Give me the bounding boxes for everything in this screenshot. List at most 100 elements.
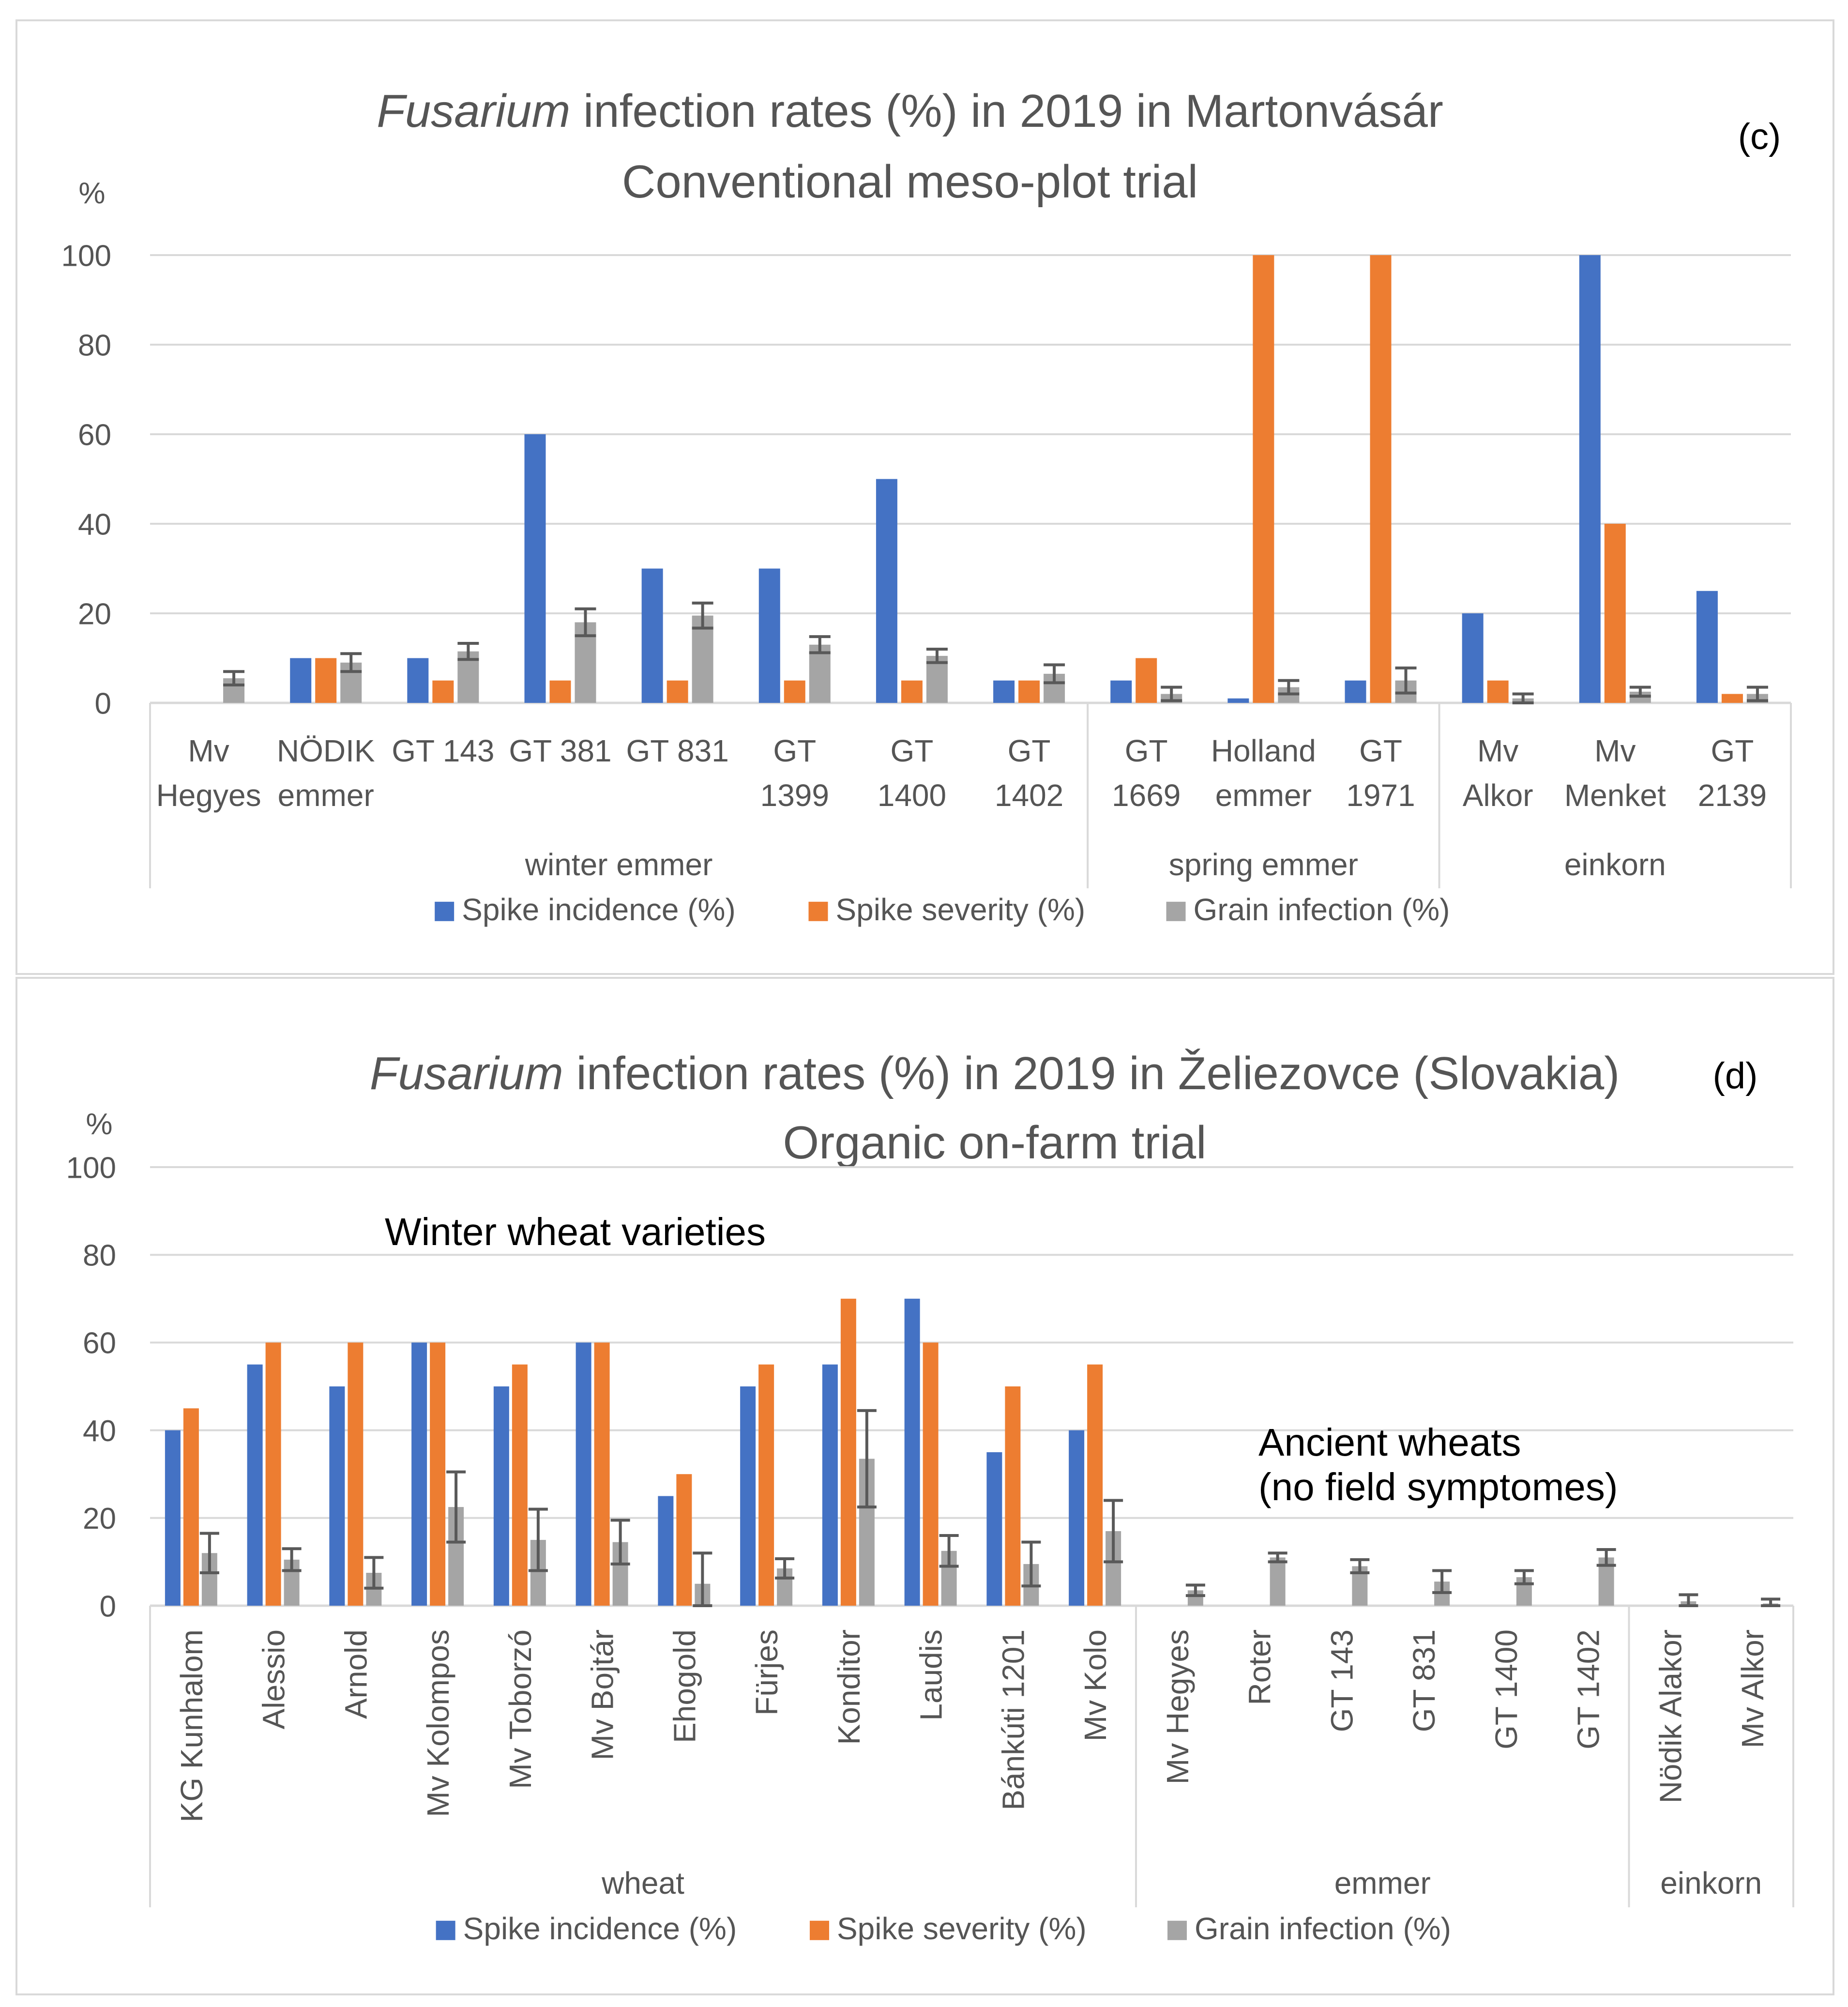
bar-spike-incidence [1110, 680, 1132, 703]
bar-spike-severity [676, 1474, 692, 1606]
x-category-line: Holland [1211, 733, 1316, 768]
bar-spike-severity [265, 1342, 281, 1606]
y-tick-label: 80 [78, 329, 111, 362]
legend-text: Spike severity (%) [835, 892, 1085, 927]
bar-spike-incidence [740, 1386, 756, 1606]
y-tick-label: 0 [100, 1590, 116, 1623]
y-tick-label: 60 [83, 1327, 116, 1360]
bar-spike-severity [1370, 255, 1392, 703]
x-category-line: GT [1711, 733, 1754, 768]
x-category-line: 1669 [1112, 778, 1181, 813]
legend-swatch [435, 901, 454, 921]
x-category-line: 1402 [995, 778, 1063, 813]
x-category-label: GT 1402 [995, 733, 1063, 813]
x-category-label: Mv Kolo [1078, 1629, 1113, 1741]
legend-d: Spike incidence (%) Spike severity (%) Gra… [436, 1911, 1451, 1946]
bar-spike-incidence [407, 658, 429, 703]
x-category-label: Mv Alkor [1735, 1629, 1770, 1748]
bar-spike-severity [348, 1342, 364, 1606]
x-category-label: Holland emmer [1211, 733, 1316, 813]
x-category-line: GT [1125, 733, 1168, 768]
chart-annotation: Winter wheat varieties [385, 1210, 766, 1253]
x-category-label: GT 381 [509, 733, 611, 768]
bar-spike-incidence [993, 680, 1015, 703]
x-category-line: Mv [1594, 733, 1636, 768]
x-category-label: Mv Toborzó [503, 1629, 538, 1789]
x-category-label: GT 2139 [1698, 733, 1767, 813]
group-label: spring emmer [1169, 847, 1358, 882]
bar-spike-severity [758, 1364, 774, 1606]
y-tick-label: 40 [78, 508, 111, 541]
chart-panel-c: Fusarium infection rates (%) in 2019 in … [15, 19, 1834, 975]
legend-item: Grain infection (%) [1167, 1911, 1451, 1946]
bar-spike-severity [784, 680, 805, 703]
chart-subtitle-c: Conventional meso-plot trial [622, 156, 1198, 208]
bar-spike-incidence [493, 1386, 509, 1606]
chart-annotation: Ancient wheats [1258, 1421, 1521, 1464]
legend-c: Spike incidence (%) Spike severity (%) Gra… [435, 892, 1450, 927]
y-tick-label: 0 [95, 687, 111, 720]
x-category-label: GT 1399 [760, 733, 829, 813]
bar-spike-incidence [1069, 1430, 1085, 1606]
x-category-line: GT 831 [626, 733, 729, 768]
group-label: winter emmer [525, 847, 713, 882]
y-tick-label: 100 [61, 239, 111, 273]
legend-swatch [436, 1920, 455, 1940]
legend-swatch [1167, 1920, 1187, 1940]
bar-spike-severity [594, 1342, 610, 1606]
x-category-label: Mv Kolompos [421, 1629, 455, 1817]
x-category-line: GT [890, 733, 933, 768]
group-label: einkorn [1564, 847, 1666, 882]
bar-spike-severity [183, 1408, 199, 1606]
x-category-line: Mv [188, 733, 229, 768]
x-category-label: GT 143 [392, 733, 494, 768]
group-label: einkorn [1660, 1866, 1762, 1901]
bar-spike-severity [1253, 255, 1274, 703]
x-category-line: emmer [1215, 778, 1312, 813]
bar-spike-incidence [1696, 591, 1718, 703]
bar-spike-severity [549, 680, 571, 703]
y-tick-label: 80 [83, 1239, 116, 1273]
x-category-label: Alessio [257, 1629, 291, 1729]
bar-spike-incidence [986, 1452, 1002, 1606]
x-category-label: GT 1400 [1489, 1629, 1524, 1749]
panel-label-c: (c) [1738, 116, 1781, 157]
bar-spike-incidence [411, 1342, 427, 1606]
x-category-label: Mv Hegyes [1160, 1629, 1195, 1784]
x-category-label: GT 831 [626, 733, 729, 768]
bar-spike-incidence [524, 434, 546, 703]
bar-spike-incidence [329, 1386, 345, 1606]
bar-grain-infection [692, 615, 713, 703]
bar-spike-severity [1018, 680, 1040, 703]
y-tick-label: 20 [78, 597, 111, 631]
chart-title-italic: Fusarium [370, 1048, 563, 1099]
bar-spike-incidence [1345, 680, 1366, 703]
legend-item: Spike incidence (%) [435, 892, 736, 927]
x-category-line: GT [1359, 733, 1402, 768]
bar-spike-incidence [641, 568, 663, 703]
x-category-label: GT 831 [1407, 1629, 1441, 1732]
y-tick-label: 100 [66, 1151, 116, 1185]
legend-text: Spike severity (%) [837, 1911, 1087, 1946]
x-category-label: Mv Menket [1564, 733, 1666, 813]
group-label: wheat [601, 1866, 684, 1901]
legend-swatch [809, 1920, 829, 1940]
bar-spike-incidence [1462, 613, 1484, 703]
x-category-line: 1400 [878, 778, 946, 813]
group-label: emmer [1334, 1866, 1431, 1901]
x-category-line: 2139 [1698, 778, 1767, 813]
bar-spike-incidence [904, 1298, 920, 1606]
bar-spike-severity [1721, 694, 1743, 703]
x-category-label: NÖDIK emmer [277, 733, 375, 813]
bar-spike-incidence [822, 1364, 838, 1606]
legend-item: Spike incidence (%) [436, 1911, 737, 1946]
legend-text: Spike incidence (%) [463, 1911, 737, 1946]
chart-frame-d [15, 977, 1834, 1995]
x-category-line: GT 381 [509, 733, 611, 768]
bar-grain-infection [1270, 1557, 1286, 1606]
bar-spike-severity [901, 680, 923, 703]
bar-spike-severity [1005, 1386, 1021, 1606]
legend-text: Spike incidence (%) [462, 892, 736, 927]
bar-spike-severity [1604, 524, 1626, 703]
bar-spike-severity [923, 1342, 939, 1606]
